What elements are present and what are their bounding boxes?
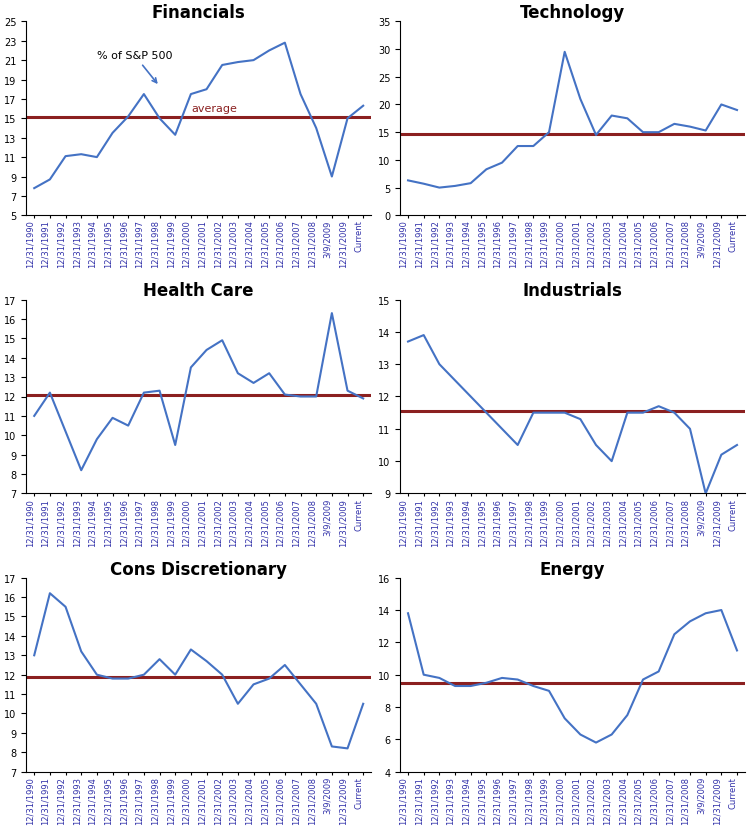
Title: Health Care: Health Care bbox=[144, 282, 254, 300]
Title: Energy: Energy bbox=[540, 560, 605, 578]
Text: average: average bbox=[191, 104, 237, 114]
Title: Industrials: Industrials bbox=[523, 282, 622, 300]
Title: Technology: Technology bbox=[520, 4, 625, 22]
Text: % of S&P 500: % of S&P 500 bbox=[97, 51, 172, 84]
Title: Financials: Financials bbox=[152, 4, 246, 22]
Title: Cons Discretionary: Cons Discretionary bbox=[110, 560, 287, 578]
